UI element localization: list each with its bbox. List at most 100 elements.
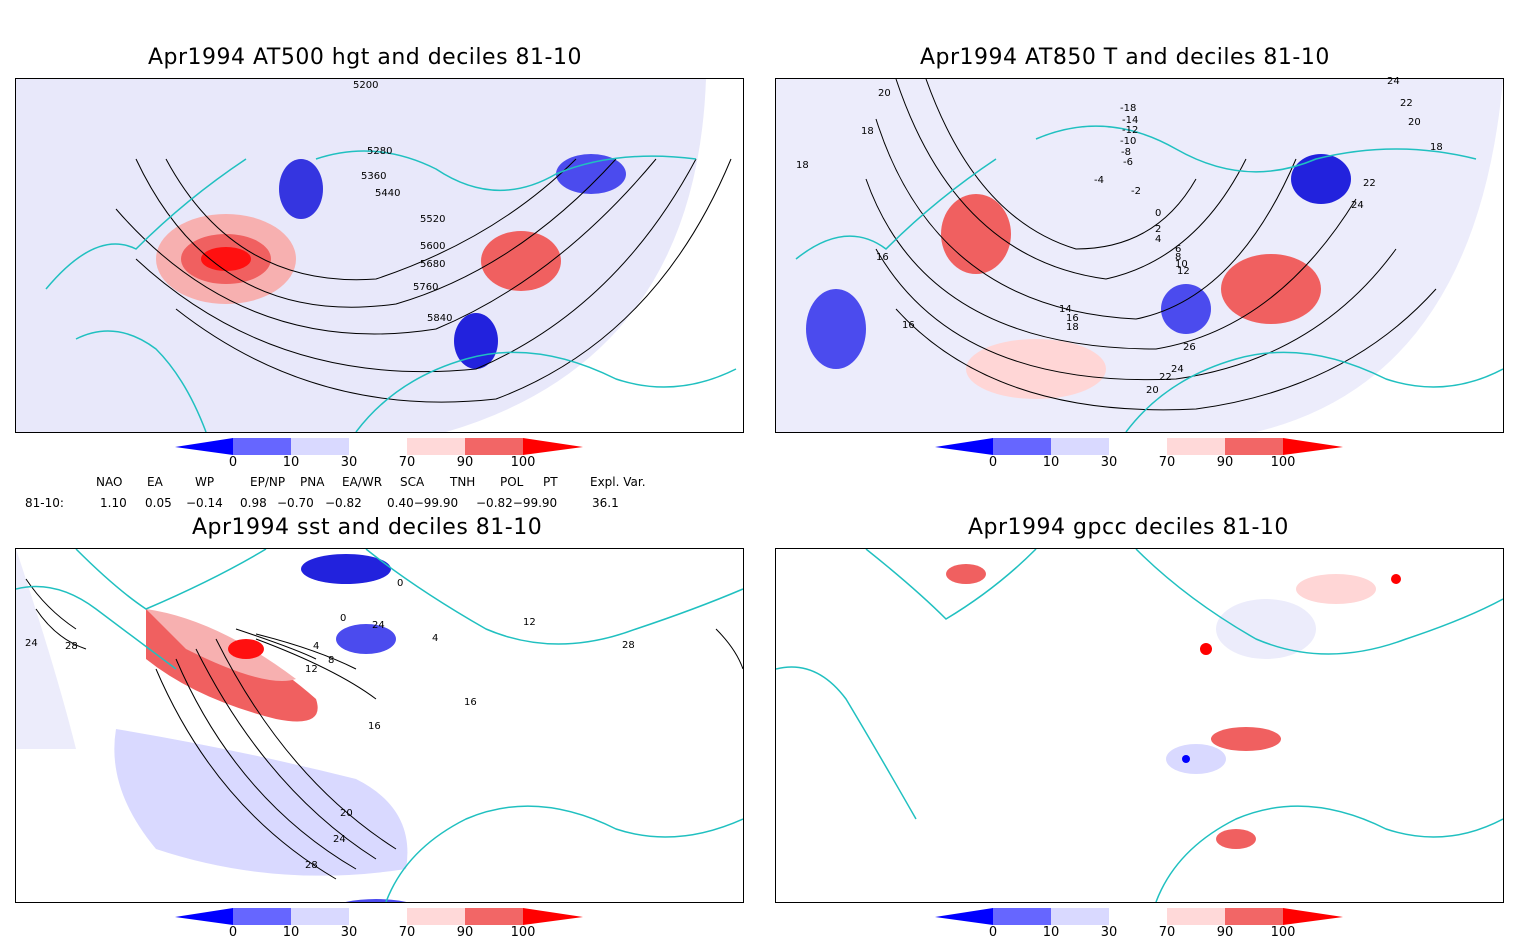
contour-label: 5600 — [420, 241, 446, 252]
cbar-label: 30 — [340, 925, 358, 940]
index-value: −0.70 — [277, 496, 314, 510]
cbar-label: 90 — [1216, 455, 1234, 470]
cbar-label: 30 — [1100, 925, 1118, 940]
contour-label: 8 — [1175, 252, 1182, 263]
contour-label: 0 — [340, 613, 347, 624]
cbar-label: 100 — [510, 455, 536, 470]
contour-label: 24 — [333, 834, 346, 845]
contour-label: 24 — [1387, 76, 1400, 87]
contour-label: 2 — [1155, 224, 1162, 235]
index-value: 0.05 — [145, 496, 172, 510]
contour-label: -4 — [1094, 175, 1104, 186]
cbar-label: 90 — [1216, 925, 1234, 940]
contour-label: 20 — [340, 808, 353, 819]
contour-label: 20 — [878, 88, 891, 99]
panel-title-at500: Apr1994 AT500 hgt and deciles 81-10 — [148, 45, 582, 70]
contour-label: -2 — [1131, 186, 1141, 197]
contour-label: 18 — [1430, 142, 1443, 153]
index-value: −0.82−99.90 — [476, 496, 558, 510]
cbar-label: 100 — [1270, 455, 1296, 470]
cbar-label: 10 — [1042, 925, 1060, 940]
cbar-label: 30 — [340, 455, 358, 470]
colorbar-gpcc-svg — [935, 908, 1343, 925]
contour-label: 18 — [861, 126, 874, 137]
cbar-label: 30 — [1100, 455, 1118, 470]
colorbar-gpcc: 0 10 30 70 90 100 — [935, 908, 1345, 940]
contour-label: 5200 — [353, 80, 379, 91]
panel-title-at850: Apr1994 AT850 T and deciles 81-10 — [920, 45, 1330, 70]
contour-label: 5760 — [413, 282, 439, 293]
map-at500 — [15, 78, 744, 433]
panel-title-sst: Apr1994 sst and deciles 81-10 — [192, 515, 543, 540]
contour-label: -18 — [1120, 103, 1137, 114]
cbar-label: 0 — [988, 455, 998, 470]
cbar-label: 90 — [456, 455, 474, 470]
cbar-label: 70 — [1158, 925, 1176, 940]
map-sst — [15, 548, 744, 903]
map-gpcc — [775, 548, 1504, 903]
contour-label: 24 — [1171, 364, 1184, 375]
contour-label: 22 — [1159, 372, 1172, 383]
contour-label: 4 — [313, 641, 320, 652]
contour-label: 28 — [65, 641, 78, 652]
cbar-label: 10 — [1042, 455, 1060, 470]
colorbar-at500-svg — [175, 438, 583, 455]
contour-label: -12 — [1122, 125, 1139, 136]
cbar-label: 10 — [282, 925, 300, 940]
panel-title-gpcc: Apr1994 gpcc deciles 81-10 — [968, 515, 1289, 540]
cbar-label: 70 — [1158, 455, 1176, 470]
index-header: EA/WR — [342, 475, 383, 489]
contour-label: 16 — [368, 721, 381, 732]
cbar-label: 0 — [228, 925, 238, 940]
contour-label: 16 — [464, 697, 477, 708]
colorbar-at850-svg — [935, 438, 1343, 455]
index-value: 36.1 — [592, 496, 619, 510]
cbar-label: 0 — [228, 455, 238, 470]
contour-label: 22 — [1363, 178, 1376, 189]
contour-label: 5680 — [420, 259, 446, 270]
contour-label: -8 — [1121, 147, 1131, 158]
contour-label: 10 — [1175, 259, 1188, 270]
contour-label: 5360 — [361, 171, 387, 182]
contour-label: 16 — [876, 252, 889, 263]
cbar-label: 10 — [282, 455, 300, 470]
index-value: 0.40−99.90 — [387, 496, 459, 510]
cbar-label: 100 — [510, 925, 536, 940]
index-header: PNA — [300, 475, 325, 489]
contour-label: 26 — [1183, 342, 1196, 353]
index-header: Expl. Var. — [590, 475, 646, 489]
map-at850 — [775, 78, 1504, 433]
index-header: EA — [147, 475, 163, 489]
contour-label: 24 — [25, 638, 38, 649]
colorbar-sst-svg — [175, 908, 583, 925]
cbar-label: 70 — [398, 925, 416, 940]
contour-label: 0 — [397, 578, 404, 589]
cbar-label: 0 — [988, 925, 998, 940]
contour-label: 24 — [1351, 200, 1364, 211]
contour-label: 5280 — [367, 146, 393, 157]
contour-label: -14 — [1122, 115, 1139, 126]
contour-label: 20 — [1146, 385, 1159, 396]
cbar-label: 90 — [456, 925, 474, 940]
contour-label: 4 — [432, 633, 439, 644]
contour-label: 28 — [305, 860, 318, 871]
index-header: PT — [543, 475, 558, 489]
contour-label: 14 — [1059, 304, 1072, 315]
colorbar-sst: 0 10 30 70 90 100 — [175, 908, 585, 940]
contour-label: 12 — [305, 664, 318, 675]
contour-label: 5440 — [375, 188, 401, 199]
contour-label: 28 — [622, 640, 635, 651]
contour-label: 16 — [902, 320, 915, 331]
map-at500-svg — [16, 79, 743, 432]
contour-label: 12 — [1177, 266, 1190, 277]
contour-label: 12 — [523, 617, 536, 628]
index-value: −0.14 — [186, 496, 223, 510]
cbar-label: 100 — [1270, 925, 1296, 940]
index-header: EP/NP — [250, 475, 286, 489]
index-value: 0.98 — [240, 496, 267, 510]
contour-label: 5520 — [420, 214, 446, 225]
index-header: SCA — [400, 475, 425, 489]
index-row-label: 81-10: — [25, 496, 64, 510]
contour-label: 24 — [372, 620, 385, 631]
contour-label: 20 — [1408, 117, 1421, 128]
